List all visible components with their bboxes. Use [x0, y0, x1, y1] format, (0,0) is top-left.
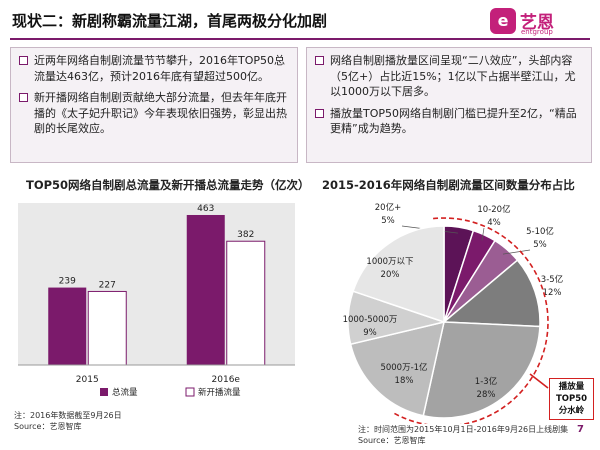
pie-value-label: 4%: [487, 218, 501, 228]
left-summary-box: 近两年网络自制剧流量节节攀升，2016年TOP50总流量达463亿，预计2016…: [10, 47, 298, 163]
x-tick-label: 2016e: [212, 375, 241, 385]
callout-line: 播放量: [558, 382, 585, 392]
pie-slice-4: [422, 321, 541, 419]
bullet-text: 网络自制剧播放量区间呈现“二八效应”，头部内容（5亿+）占比近15%；1亿以下占…: [330, 54, 576, 98]
pie-slice-label: 5000万-1亿: [380, 362, 427, 373]
summary-bullet: 新开播网络自制剧贡献绝大部分流量，但去年年底开播的《太子妃升职记》今年表现依旧强…: [19, 90, 289, 137]
callout-arrow: [529, 373, 549, 389]
bar-value-label: 382: [237, 230, 254, 240]
pie-slice-7: [352, 225, 445, 324]
bar-value-label: 463: [197, 204, 214, 214]
pie-slice-label: 5-10亿: [526, 226, 554, 237]
title-divider: [10, 38, 590, 40]
bar-2016e-new: [226, 240, 266, 366]
bar-chart-title: TOP50网络自制剧总流量及新开播总流量走势（亿次）: [26, 178, 310, 192]
square-bullet-icon: [315, 108, 324, 118]
square-bullet-icon: [19, 56, 28, 65]
threshold-callout: 播放量 TOP50 分水岭: [549, 378, 594, 420]
source-line: Source：艺恩智库: [14, 422, 82, 431]
legend-label: 总流量: [112, 387, 138, 398]
legend-swatch: [185, 387, 195, 397]
pie-slice-label: 10-20亿: [477, 204, 510, 215]
pie-value-label: 28%: [477, 390, 496, 400]
summary-bullet: 播放量TOP50网络自制剧门槛已提升至2亿，“精品更精”成为趋势。: [315, 106, 583, 137]
logo-mark-icon: e: [490, 8, 516, 34]
left-footnote: 注：2016年数据截至9月26日 Source：艺恩智库: [14, 410, 122, 432]
summary-bullet: 近两年网络自制剧流量节节攀升，2016年TOP50总流量达463亿，预计2016…: [19, 53, 289, 84]
pie-value-label: 20%: [381, 270, 400, 280]
pie-slice-5: [349, 320, 445, 417]
right-summary-box: 网络自制剧播放量区间呈现“二八效应”，头部内容（5亿+）占比近15%；1亿以下占…: [306, 47, 592, 163]
bullet-text: 播放量TOP50网络自制剧门槛已提升至2亿，“精品更精”成为趋势。: [330, 106, 577, 136]
pie-value-label: 18%: [395, 376, 414, 386]
bar-2016e-total: [186, 214, 225, 365]
bar-2015-new: [87, 290, 127, 366]
summary-bullet: 网络自制剧播放量区间呈现“二八效应”，头部内容（5亿+）占比近15%；1亿以下占…: [315, 53, 583, 100]
pie-slice-label: 3-5亿: [541, 274, 563, 285]
right-footnote: 注：时间范围为2015年10月1日-2016年9月26日上线剧集 Source：…: [358, 424, 568, 446]
pie-slice-label: 1000-5000万: [343, 315, 398, 325]
pie-slice-3: [442, 259, 541, 328]
bullet-text: 近两年网络自制剧流量节节攀升，2016年TOP50总流量达463亿，预计2016…: [34, 54, 286, 83]
legend-label: 新开播流量: [198, 387, 241, 398]
bar-chart: 239 227 2015 463 382 2016e 总流量 新开播流量: [18, 203, 295, 398]
pie-value-label: 5%: [533, 240, 547, 250]
square-bullet-icon: [315, 56, 324, 65]
brand-logo: e 艺恩 entgroup: [490, 6, 586, 40]
square-bullet-icon: [19, 93, 28, 102]
bar-value-label: 227: [99, 280, 116, 290]
logo-subtitle: entgroup: [521, 28, 553, 36]
footnote-line: 注：2016年数据截至9月26日: [14, 411, 122, 420]
bar-2015-total: [48, 287, 87, 365]
leader-line: [481, 227, 485, 241]
pie-chart: 20亿+ 5% 10-20亿 4% 5-10亿 5% 3-5亿 12% 1-3亿 28% 5000万…: [343, 202, 563, 424]
page-number: 7: [577, 424, 584, 435]
leader-line: [502, 249, 531, 255]
pie-slice-label: 20亿+: [375, 202, 401, 213]
footnote-line: 注：时间范围为2015年10月1日-2016年9月26日上线剧集: [358, 425, 569, 434]
source-line: Source：艺恩智库: [358, 436, 426, 445]
pie-value-label: 9%: [363, 328, 377, 338]
legend-swatch: [100, 388, 108, 396]
pie-slice-label: 1-3亿: [475, 376, 497, 387]
x-tick-label: 2015: [76, 375, 99, 385]
pie-value-label: 12%: [543, 288, 562, 298]
bar-value-label: 239: [59, 277, 76, 287]
pie-chart-title: 2015-2016年网络自制剧流量区间数量分布占比: [322, 178, 575, 192]
page-title: 现状二：新剧称霸流量江湖，首尾两极分化加剧: [12, 12, 328, 30]
pie-value-label: 5%: [381, 216, 395, 226]
highlight-dashed-arc: [391, 217, 549, 424]
bullet-text: 新开播网络自制剧贡献绝大部分流量，但去年年底开播的《太子妃升职记》今年表现依旧强…: [34, 91, 287, 135]
callout-line: TOP50: [555, 394, 588, 404]
callout-line: 分水岭: [558, 406, 585, 416]
logo-name: 艺恩: [520, 13, 554, 33]
pie-slice-label: 1000万以下: [366, 257, 414, 267]
